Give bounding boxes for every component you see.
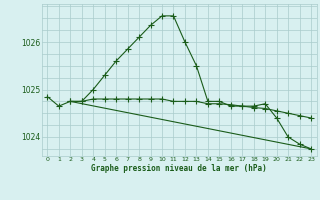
X-axis label: Graphe pression niveau de la mer (hPa): Graphe pression niveau de la mer (hPa) <box>91 164 267 173</box>
